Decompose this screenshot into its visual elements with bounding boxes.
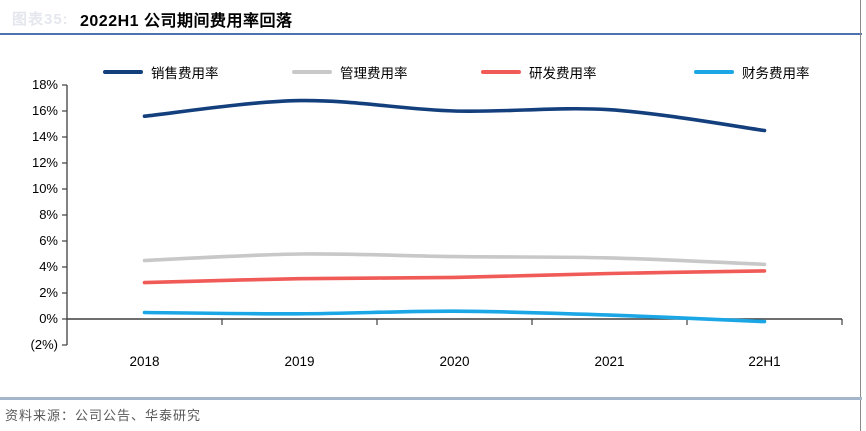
legend-swatch-finance-expense xyxy=(694,70,734,74)
y-axis-label: 2% xyxy=(39,285,58,300)
footer-rule xyxy=(0,397,862,400)
x-axis-label: 2019 xyxy=(284,354,315,369)
y-axis-label: (2%) xyxy=(30,337,58,352)
source-note: 资料来源：公司公告、华泰研究 xyxy=(5,408,202,423)
legend-item-sales-expense: 销售费用率 xyxy=(103,62,219,82)
y-axis-label: 6% xyxy=(39,233,58,248)
legend-label: 销售费用率 xyxy=(151,66,219,81)
legend-swatch-rd-expense xyxy=(481,70,521,74)
legend-item-rd-expense: 研发费用率 xyxy=(481,62,597,82)
legend-label: 研发费用率 xyxy=(529,66,597,81)
y-axis-label: 10% xyxy=(31,181,58,196)
x-axis-label: 2020 xyxy=(439,354,470,369)
legend-label: 财务费用率 xyxy=(742,66,810,81)
legend-swatch-admin-expense xyxy=(292,70,332,74)
chart-legend: 销售费用率 管理费用率 研发费用率 财务费用率 xyxy=(0,62,866,82)
faded-figure-label: 图表35: xyxy=(12,11,69,28)
legend-swatch-sales-expense xyxy=(103,70,143,74)
y-axis-label: 18% xyxy=(31,77,58,92)
x-axis-label: 2021 xyxy=(594,354,625,369)
legend-label: 管理费用率 xyxy=(340,66,408,81)
y-axis-label: 14% xyxy=(31,129,58,144)
x-axis-label: 2018 xyxy=(129,354,160,369)
y-axis-label: 0% xyxy=(39,311,58,326)
y-axis-label: 12% xyxy=(31,155,58,170)
y-axis-label: 4% xyxy=(39,259,58,274)
page-right-border xyxy=(860,0,861,431)
page-title: 2022H1 公司期间费用率回落 xyxy=(80,13,293,30)
y-axis-label: 8% xyxy=(39,207,58,222)
x-axis-label: 22H1 xyxy=(748,354,781,369)
y-axis-label: 16% xyxy=(31,103,58,118)
title-rule xyxy=(0,33,862,35)
legend-item-admin-expense: 管理费用率 xyxy=(292,62,408,82)
legend-item-finance-expense: 财务费用率 xyxy=(694,62,810,82)
